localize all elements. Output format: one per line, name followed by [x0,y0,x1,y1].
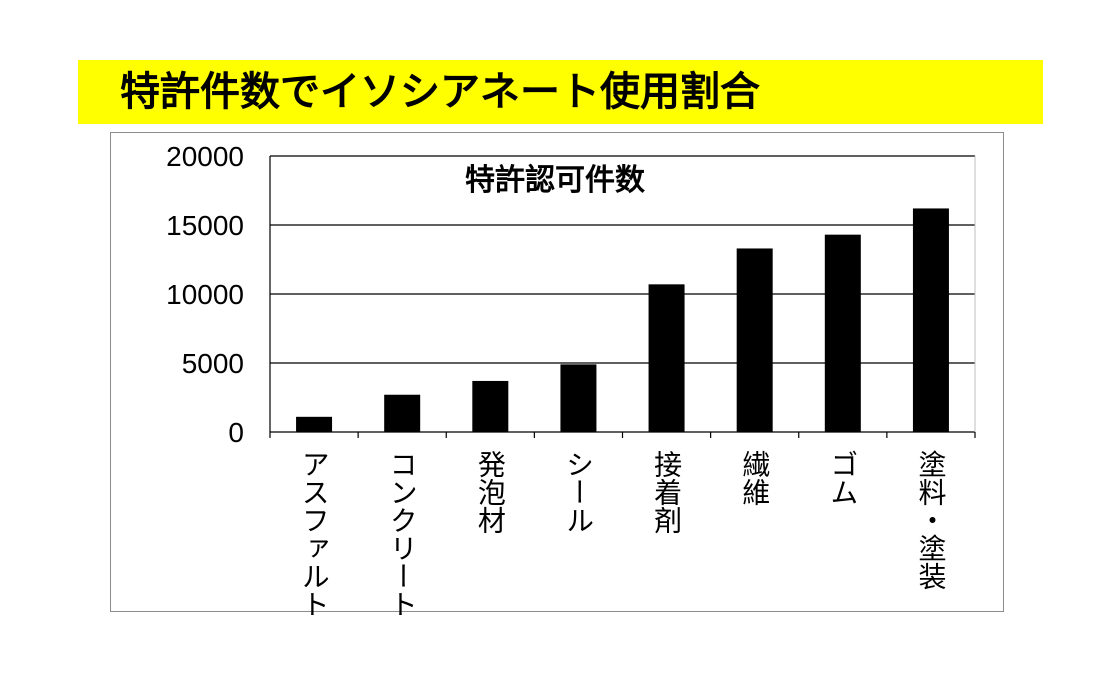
bar [296,416,333,432]
chart-frame [110,132,1004,612]
bar [560,364,597,432]
bar [824,234,861,432]
gridlines [269,155,976,438]
bar [912,208,949,432]
x-tick-label: 塗料・塗装 [915,450,946,590]
x-tick-label: 繊維 [739,450,770,506]
bar [736,248,773,432]
x-tick-label: 接着剤 [651,450,682,534]
x-tick-labels: アスファルト コンクリート 発泡材 シール 接着剤 繊維 ゴム 塗料・塗装 [299,450,947,618]
x-tick-label: 発泡材 [475,450,506,534]
bar [472,380,509,432]
chart-title: 特許認可件数 [465,163,646,197]
y-tick-label: 10000 [166,279,244,310]
x-tick-label: ゴム [827,450,858,506]
y-tick-labels: 0 5000 10000 15000 20000 [166,141,244,448]
y-tick-label: 5000 [182,348,244,379]
x-tick-label: シール [563,450,594,534]
y-tick-label: 15000 [166,210,244,241]
bars [296,208,949,432]
x-tick-label: コンクリート [387,450,418,618]
x-tick-label: アスファルト [299,450,330,618]
y-tick-label: 20000 [166,141,244,172]
bar [384,394,421,432]
page-title: 特許件数でイソシアネート使用割合 [120,69,760,115]
title-band: 特許件数でイソシアネート使用割合 [78,60,1043,124]
bar [648,284,685,432]
y-tick-label: 0 [228,417,244,448]
